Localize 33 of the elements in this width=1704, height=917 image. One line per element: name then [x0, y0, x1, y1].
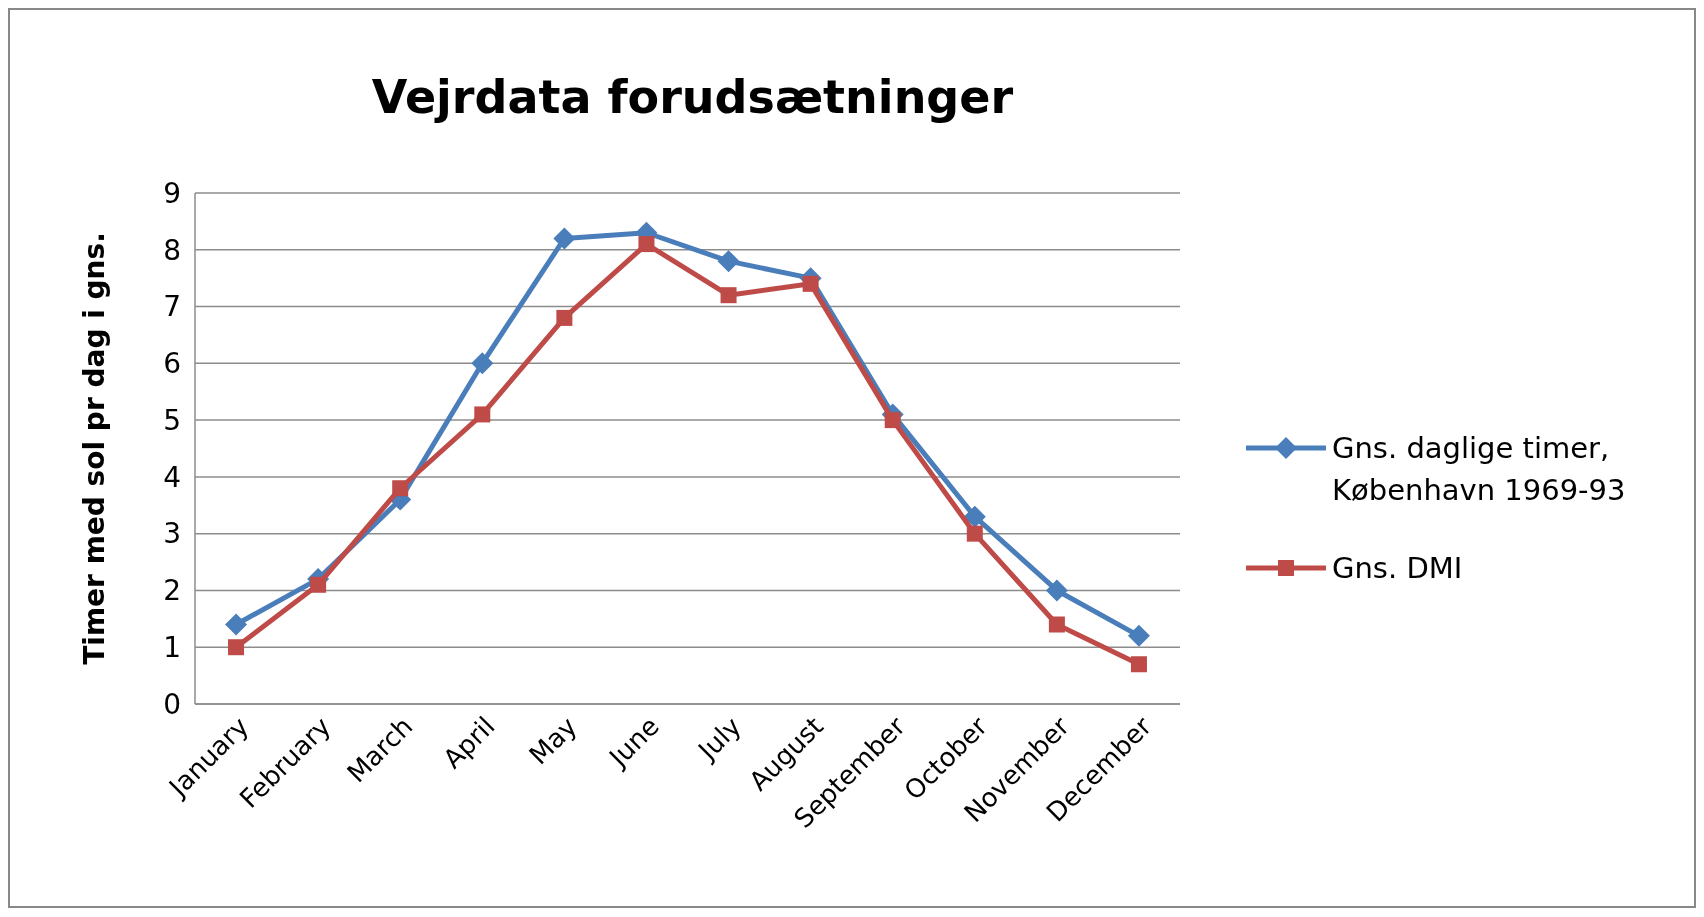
legend-label: Gns. DMI [1332, 551, 1463, 586]
point [1130, 656, 1147, 673]
point [471, 352, 494, 375]
y-tick-label: 8 [163, 233, 181, 267]
point [553, 227, 576, 250]
legend-label: Gns. daglige timer, København 1969-93 [1332, 431, 1626, 508]
point [802, 275, 819, 292]
y-tick-label: 3 [163, 517, 181, 551]
point [228, 639, 245, 656]
point [1048, 616, 1065, 633]
chart-title: Vejrdata forudsætninger [371, 70, 1014, 124]
point [884, 412, 901, 429]
point [638, 236, 655, 253]
y-axis-title: Timer med sol pr dag i gns. [78, 232, 111, 665]
point [720, 287, 737, 304]
y-tick-label: 6 [163, 347, 181, 381]
y-tick-label: 7 [163, 290, 181, 324]
y-tick-label: 4 [163, 460, 181, 494]
point [1127, 624, 1150, 647]
y-tick-label: 1 [163, 631, 181, 665]
y-tick-label: 2 [163, 574, 181, 608]
point [310, 576, 327, 593]
point [556, 309, 573, 326]
point [963, 505, 986, 528]
point [717, 250, 740, 273]
point [966, 525, 983, 542]
point [392, 480, 409, 497]
y-tick-label: 5 [163, 403, 181, 437]
point [474, 406, 491, 423]
y-tick-label: 9 [163, 176, 181, 210]
point [225, 613, 248, 636]
y-tick-label: 0 [163, 687, 181, 721]
point [1045, 579, 1068, 602]
